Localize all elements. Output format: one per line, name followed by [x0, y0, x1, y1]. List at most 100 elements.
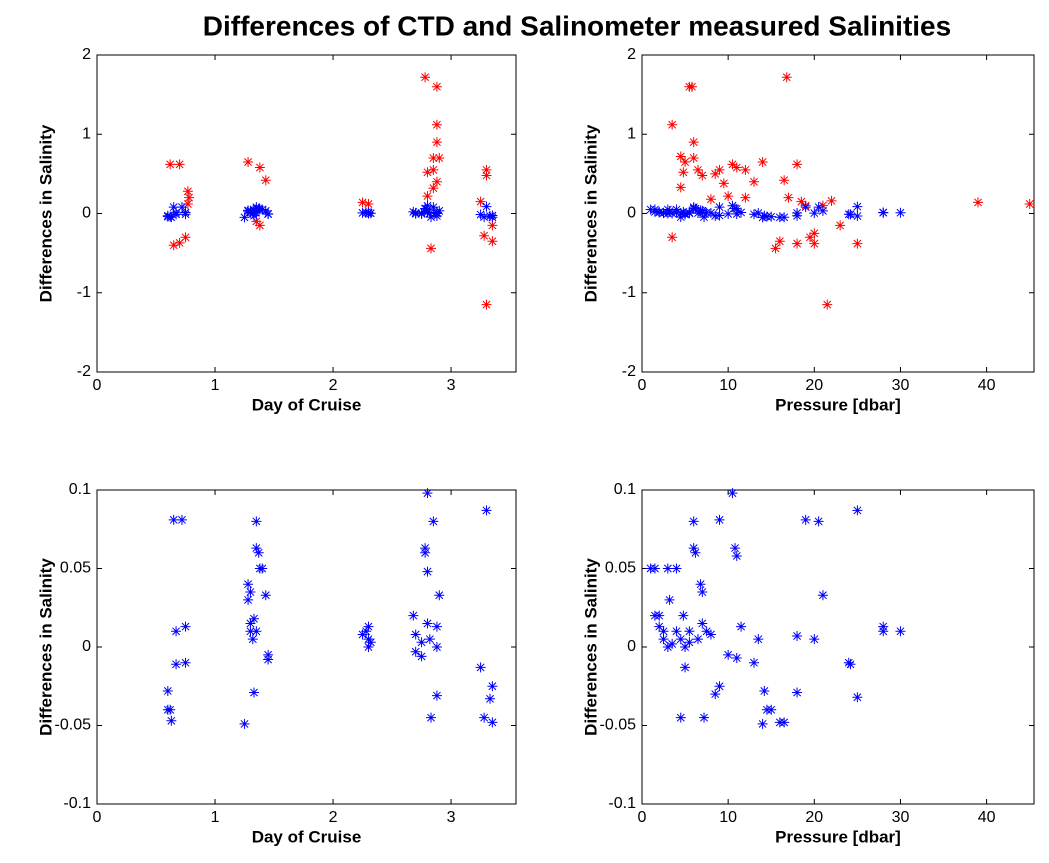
point	[260, 175, 271, 186]
point	[424, 634, 435, 645]
point	[431, 176, 442, 187]
point	[174, 159, 185, 170]
point	[796, 196, 807, 207]
point	[766, 704, 777, 715]
y-tick-label: 0.05	[605, 560, 636, 577]
point	[431, 81, 442, 92]
point	[475, 209, 486, 220]
point	[710, 168, 721, 179]
point	[475, 662, 486, 673]
x-tick-label: 30	[892, 809, 910, 826]
y-axis-label: Differences in Salinity	[36, 558, 55, 736]
point	[688, 516, 699, 527]
point	[479, 712, 490, 723]
point	[781, 72, 792, 83]
axes-box	[96, 54, 517, 373]
point	[714, 210, 725, 221]
y-tick-label: 0	[82, 205, 91, 222]
point	[171, 626, 182, 637]
point	[182, 198, 193, 209]
point	[675, 212, 686, 223]
point	[248, 210, 259, 221]
point	[365, 208, 376, 219]
point	[174, 237, 185, 248]
x-tick-label: 0	[638, 377, 647, 394]
point	[693, 164, 703, 175]
point	[248, 613, 259, 624]
point	[695, 579, 706, 590]
y-tick-label: -0.1	[63, 795, 91, 812]
point	[749, 657, 759, 668]
subplot: 0 1 2 3 -0.1 -0.05 0 0.05 0.1 Day of Cruise Differ…	[36, 481, 517, 846]
point	[710, 689, 721, 700]
point	[431, 137, 442, 148]
point	[363, 642, 374, 652]
point	[684, 208, 695, 219]
point	[736, 207, 747, 218]
x-tick-label: 20	[805, 377, 823, 394]
point	[705, 629, 716, 640]
point	[243, 594, 254, 605]
point	[688, 153, 699, 164]
point	[357, 197, 368, 208]
point	[800, 514, 811, 525]
y-tick-label: 0	[627, 205, 636, 222]
point	[658, 626, 669, 637]
x-tick-label: 0	[93, 809, 102, 826]
point	[675, 634, 686, 645]
point	[697, 587, 708, 598]
point	[667, 119, 678, 130]
point	[422, 207, 433, 218]
point	[809, 208, 820, 219]
point	[688, 137, 699, 148]
point	[718, 178, 729, 189]
point	[416, 208, 427, 219]
point	[731, 652, 742, 663]
point	[817, 200, 828, 211]
point	[426, 243, 437, 254]
point	[431, 119, 442, 130]
point	[166, 212, 177, 223]
point	[809, 228, 820, 239]
point	[481, 201, 492, 212]
point	[168, 240, 179, 251]
point	[245, 618, 256, 629]
point	[973, 197, 983, 208]
x-tick-label: 3	[447, 377, 456, 394]
point	[239, 718, 250, 729]
point	[182, 186, 193, 197]
point	[792, 687, 803, 698]
y-tick-label: -2	[622, 363, 636, 380]
point	[180, 621, 191, 632]
point	[757, 156, 768, 167]
point	[263, 654, 274, 665]
point	[176, 202, 187, 213]
point	[422, 191, 433, 202]
point	[428, 202, 439, 213]
point	[251, 626, 262, 637]
x-tick-label: 40	[978, 809, 996, 826]
point	[431, 690, 442, 701]
point	[684, 626, 695, 637]
point	[731, 162, 742, 173]
point	[251, 516, 262, 527]
point	[822, 299, 833, 310]
point	[254, 220, 265, 231]
point	[714, 164, 725, 175]
x-tick-label: 0	[93, 377, 102, 394]
point	[809, 238, 820, 249]
x-axis-label: Pressure [dbar]	[775, 827, 901, 846]
point	[428, 183, 439, 194]
point	[731, 550, 742, 561]
x-tick-label: 10	[719, 809, 737, 826]
point	[420, 203, 431, 214]
point	[759, 685, 770, 696]
point	[714, 202, 725, 213]
point	[431, 210, 442, 221]
x-tick-label: 1	[211, 809, 220, 826]
point	[690, 203, 701, 214]
point	[365, 637, 376, 648]
point	[680, 662, 691, 673]
y-tick-label: -0.1	[608, 795, 636, 812]
